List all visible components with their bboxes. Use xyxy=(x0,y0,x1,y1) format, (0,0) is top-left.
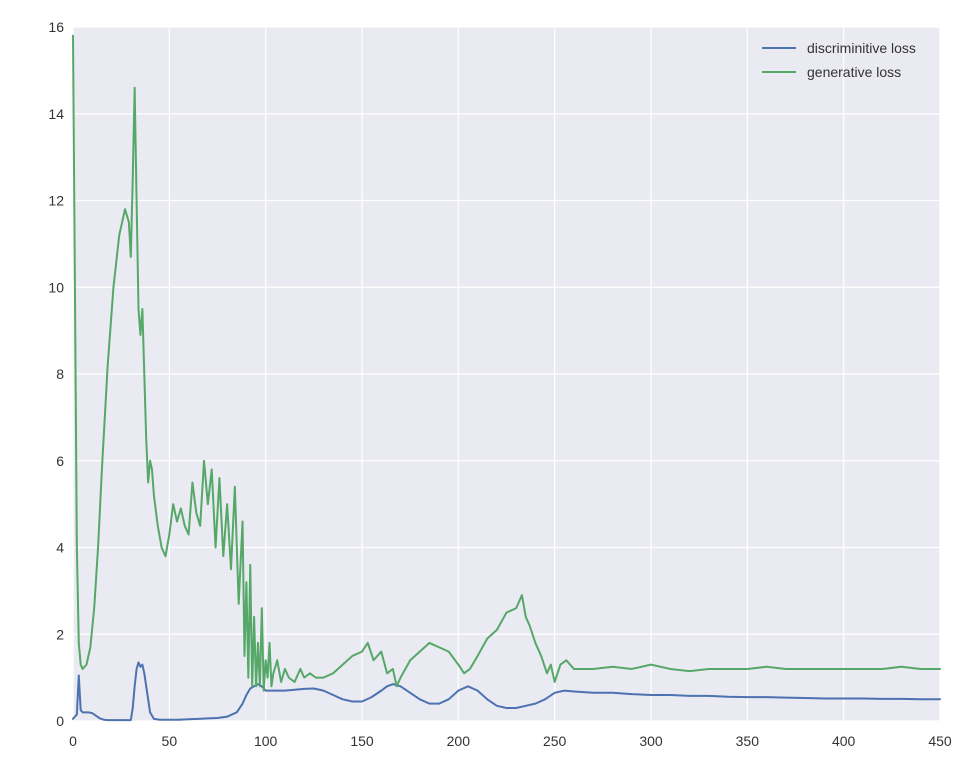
y-tick-label: 10 xyxy=(48,279,64,295)
x-tick-label: 50 xyxy=(162,733,178,749)
series-line-discriminitive-loss xyxy=(72,661,941,722)
y-tick-label: 4 xyxy=(56,540,64,556)
legend-label: generative loss xyxy=(807,64,901,80)
y-tick-labels: 0 2 4 6 8 10 12 14 16 xyxy=(48,19,64,729)
legend-label: discriminitive loss xyxy=(807,40,916,56)
y-tick-label: 14 xyxy=(48,106,64,122)
grid xyxy=(72,26,941,722)
series-lines xyxy=(72,34,941,722)
y-tick-label: 12 xyxy=(48,193,64,209)
x-tick-labels: 0 50 100 150 200 250 300 350 400 450 xyxy=(69,733,952,749)
y-tick-label: 0 xyxy=(56,713,64,729)
x-tick-label: 0 xyxy=(69,733,77,749)
x-tick-label: 350 xyxy=(736,733,760,749)
x-tick-label: 400 xyxy=(832,733,856,749)
legend: discriminitive loss generative loss xyxy=(762,40,916,80)
y-tick-label: 8 xyxy=(56,366,64,382)
y-tick-label: 2 xyxy=(56,626,64,642)
x-tick-label: 200 xyxy=(447,733,471,749)
x-tick-label: 250 xyxy=(543,733,567,749)
y-tick-label: 16 xyxy=(48,19,64,35)
series-line-generative-loss xyxy=(72,34,941,692)
x-tick-label: 150 xyxy=(350,733,374,749)
x-tick-label: 100 xyxy=(254,733,278,749)
y-tick-label: 6 xyxy=(56,453,64,469)
x-tick-label: 300 xyxy=(639,733,663,749)
x-tick-label: 450 xyxy=(928,733,952,749)
